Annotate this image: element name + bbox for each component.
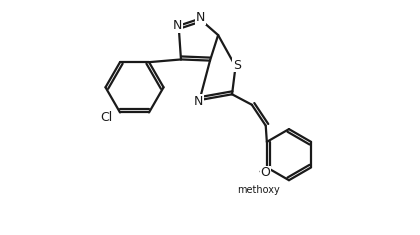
Text: O: O — [260, 166, 270, 179]
Text: N: N — [194, 95, 203, 108]
Text: S: S — [233, 59, 241, 72]
Text: Cl: Cl — [100, 111, 113, 124]
Text: N: N — [196, 11, 205, 24]
Text: methoxy: methoxy — [237, 185, 280, 196]
Text: N: N — [173, 19, 182, 32]
